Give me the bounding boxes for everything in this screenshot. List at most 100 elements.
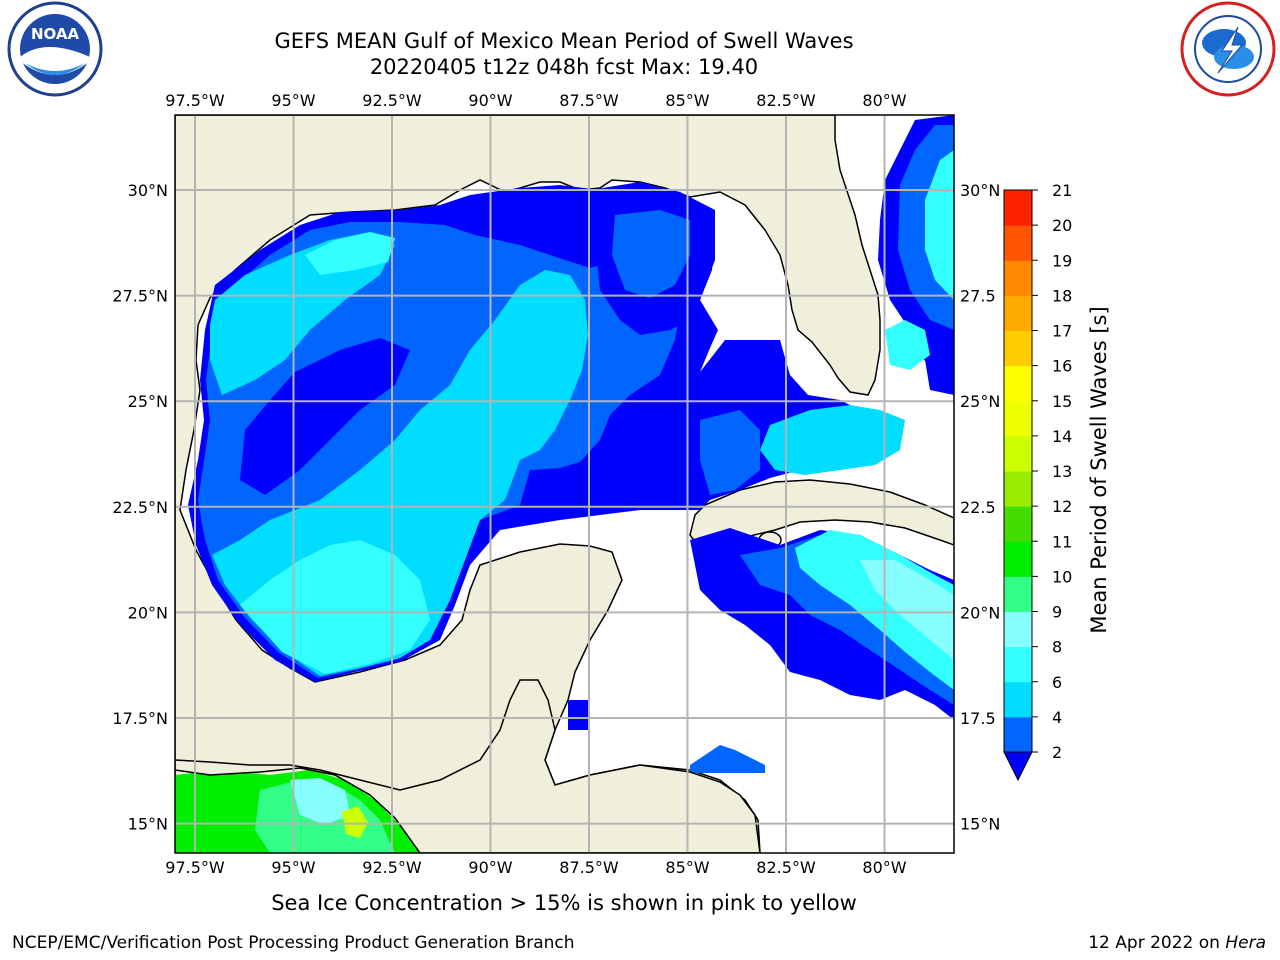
sea-ice-note: Sea Ice Concentration > 15% is shown in … — [271, 891, 857, 915]
colorbar-tick-label: 4 — [1052, 708, 1062, 727]
colorbar-tick-label: 12 — [1052, 497, 1072, 516]
colorbar-segment — [1004, 435, 1032, 472]
colorbar-segment — [1004, 646, 1032, 683]
contour-straits-blue — [700, 410, 760, 495]
lon-tick-label: 85°W — [665, 858, 709, 877]
contour-gulf-6-8 — [240, 540, 430, 674]
colorbar-tick-label: 20 — [1052, 216, 1072, 235]
lat-tick-label: 27.5°N — [112, 287, 168, 306]
colorbar: 2 4 6 8 9 10 11 12 13 14 15 16 17 18 19 20 21 — [1003, 181, 1072, 782]
colorbar-tick-label: 9 — [1052, 603, 1062, 622]
colorbar-tick-label: 11 — [1052, 532, 1072, 551]
lat-tick-label: 15°N — [128, 815, 168, 834]
colorbar-segment — [1004, 365, 1032, 402]
graticule — [175, 115, 954, 853]
lat-tick-label: 17.5°N — [112, 709, 168, 728]
colorbar-segment — [1004, 611, 1032, 648]
colorbar-tick-label: 19 — [1052, 251, 1072, 270]
colorbar-tick-label: 21 — [1052, 181, 1072, 200]
colorbar-tick-label: 10 — [1052, 567, 1072, 586]
lon-tick-label: 80°W — [862, 91, 906, 110]
colorbar-tick-label: 17 — [1052, 322, 1072, 341]
footer-date: 12 Apr 2022 on Hera — [1088, 933, 1266, 953]
colorbar-tick-label: 13 — [1052, 462, 1072, 481]
colorbar-segment — [1004, 576, 1032, 612]
lat-tick-label: 27.5 — [960, 287, 996, 306]
colorbar-tick-label: 8 — [1052, 638, 1062, 657]
colorbar-segment — [1004, 471, 1032, 507]
lon-tick-label: 80°W — [862, 858, 906, 877]
lat-ticks-right: 30°N 27.5 25°N 22.5 20°N 17.5 15°N — [960, 181, 1000, 834]
map-border — [174, 114, 955, 854]
colorbar-segment — [1004, 260, 1032, 296]
colorbar-label: Mean Period of Swell Waves [s] — [1087, 306, 1111, 633]
lon-tick-label: 97.5°W — [165, 858, 225, 877]
lat-tick-label: 30°N — [128, 181, 168, 200]
lat-tick-label: 20°N — [128, 603, 168, 622]
colorbar-segment — [1004, 225, 1032, 261]
lat-tick-label: 22.5°N — [112, 498, 168, 517]
contour-yucatan-strip — [568, 700, 588, 730]
svg-text:NOAA: NOAA — [31, 25, 80, 43]
contour-pacific-cyan — [290, 778, 350, 825]
colorbar-segment — [1004, 400, 1032, 437]
contour-caribbean-cyan — [795, 530, 954, 690]
lat-tick-label: 17.5 — [960, 709, 996, 728]
lon-tick-label: 95°W — [271, 91, 315, 110]
lon-tick-label: 87.5°W — [559, 858, 619, 877]
lon-tick-label: 97.5°W — [165, 91, 225, 110]
lat-tick-label: 25°N — [960, 392, 1000, 411]
footer-credit: NCEP/EMC/Verification Post Processing Pr… — [12, 933, 575, 953]
colorbar-segment — [1004, 541, 1032, 577]
contour-east-gulf-mid — [612, 210, 690, 298]
lat-ticks-left: 30°N 27.5°N 25°N 22.5°N 20°N 17.5°N 15°N — [112, 181, 168, 834]
lon-tick-label: 90°W — [468, 91, 512, 110]
lat-tick-label: 30°N — [960, 181, 1000, 200]
footer-date-text: 12 Apr 2022 on — [1088, 933, 1226, 953]
lat-tick-label: 15°N — [960, 815, 1000, 834]
chart-subtitle-run: 20220405 t12z 048h fcst Max: 19.40 — [369, 55, 759, 79]
lat-tick-label: 22.5 — [960, 498, 996, 517]
colorbar-tick-label: 2 — [1052, 743, 1062, 762]
colorbar-segment — [1004, 506, 1032, 542]
lon-tick-label: 95°W — [271, 858, 315, 877]
contour-pacific-yellow — [342, 806, 368, 838]
contour-atlantic-cyan — [925, 150, 954, 300]
footer-host: Hera — [1225, 933, 1266, 953]
lon-ticks-top: 97.5°W 95°W 92.5°W 90°W 87.5°W 85°W 82.5°W 80°W — [165, 91, 906, 110]
contour-straits — [760, 405, 905, 475]
colorbar-segment — [1004, 716, 1032, 753]
contour-gulf-inner-low — [240, 338, 410, 495]
lon-tick-label: 92.5°W — [362, 91, 422, 110]
contour-gulf-6-8-nw — [305, 232, 395, 275]
lat-tick-label: 20°N — [960, 603, 1000, 622]
lon-tick-label: 92.5°W — [362, 858, 422, 877]
contour-honduras — [690, 745, 765, 773]
colorbar-tick-label: 14 — [1052, 427, 1072, 446]
nws-logo — [1180, 1, 1276, 97]
map-area — [175, 115, 954, 853]
colorbar-tick-label: 18 — [1052, 286, 1072, 305]
colorbar-segment — [1004, 330, 1032, 367]
lon-tick-label: 87.5°W — [559, 91, 619, 110]
colorbar-segment — [1004, 190, 1032, 226]
swell-period-field — [175, 115, 954, 853]
lat-tick-label: 25°N — [128, 392, 168, 411]
contour-atlantic-south — [885, 320, 930, 370]
lon-tick-label: 82.5°W — [756, 858, 816, 877]
chart-title: GEFS MEAN Gulf of Mexico Mean Period of … — [274, 29, 854, 53]
colorbar-segment — [1004, 681, 1032, 718]
contour-gulf-4-6-nw — [210, 232, 395, 395]
colorbar-tick-label: 6 — [1052, 673, 1062, 692]
lon-ticks-bottom: 97.5°W 95°W 92.5°W 90°W 87.5°W 85°W 82.5°W 80°W — [165, 858, 906, 877]
land-central-america — [175, 679, 761, 853]
lon-tick-label: 85°W — [665, 91, 709, 110]
colorbar-extend-arrow — [1003, 751, 1033, 782]
lon-tick-label: 90°W — [468, 858, 512, 877]
colorbar-tick-label: 16 — [1052, 357, 1072, 376]
colorbar-segment — [1004, 295, 1032, 331]
colorbar-tick-label: 15 — [1052, 392, 1072, 411]
noaa-logo: NOAA — [7, 1, 103, 97]
lon-tick-label: 82.5°W — [756, 91, 816, 110]
